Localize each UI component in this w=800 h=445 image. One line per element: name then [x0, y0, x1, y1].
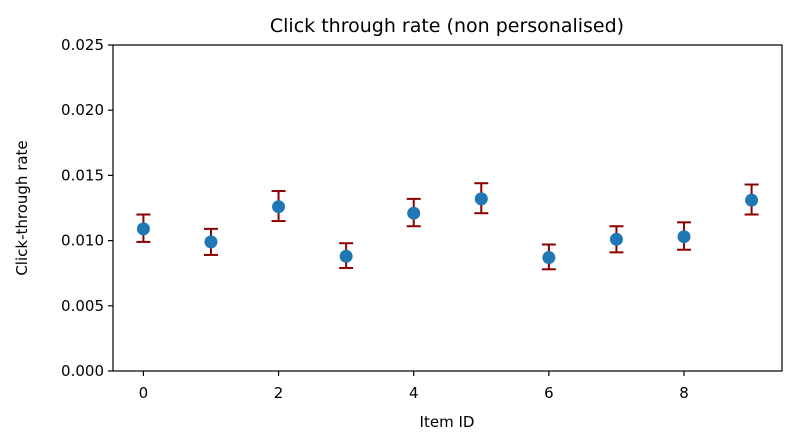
data-point-group [203, 227, 218, 256]
x-tick-label: 8 [679, 384, 689, 402]
data-point-group [609, 225, 624, 254]
data-point [407, 206, 421, 220]
x-tick-label: 4 [409, 384, 419, 402]
data-point-group [744, 183, 759, 216]
data-point [204, 235, 218, 249]
x-tick-label: 6 [544, 384, 554, 402]
data-point-group [474, 182, 489, 215]
data-point-group [406, 197, 421, 228]
y-tick-label: 0.000 [61, 362, 104, 380]
data-point [136, 222, 150, 236]
y-tick-label: 0.020 [61, 101, 104, 119]
y-tick-label: 0.015 [61, 166, 104, 184]
data-point-group [541, 243, 556, 271]
data-point-group [136, 213, 151, 243]
x-axis: 0 2 4 6 8 [139, 371, 689, 402]
x-axis-label: Item ID [420, 413, 475, 431]
y-tick-label: 0.010 [61, 232, 104, 250]
y-tick-label: 0.025 [61, 36, 104, 54]
x-tick-label: 0 [139, 384, 149, 402]
chart-title: Click through rate (non personalised) [270, 15, 624, 37]
axes-frame [112, 44, 783, 372]
data-point-group [677, 221, 692, 251]
data-point [609, 232, 623, 246]
y-axis-label: Click-through rate [13, 140, 31, 275]
y-tick-label: 0.005 [61, 297, 104, 315]
plot-area [136, 182, 759, 271]
x-tick-label: 2 [274, 384, 284, 402]
data-point [474, 192, 488, 206]
y-axis: 0.000 0.005 0.010 0.015 0.020 0.025 [61, 36, 113, 380]
data-point [677, 230, 691, 244]
data-point-group [339, 242, 354, 269]
data-point-group [271, 190, 286, 223]
data-point [542, 251, 556, 265]
data-point [339, 249, 353, 263]
data-point [272, 200, 286, 214]
data-point [745, 193, 759, 207]
